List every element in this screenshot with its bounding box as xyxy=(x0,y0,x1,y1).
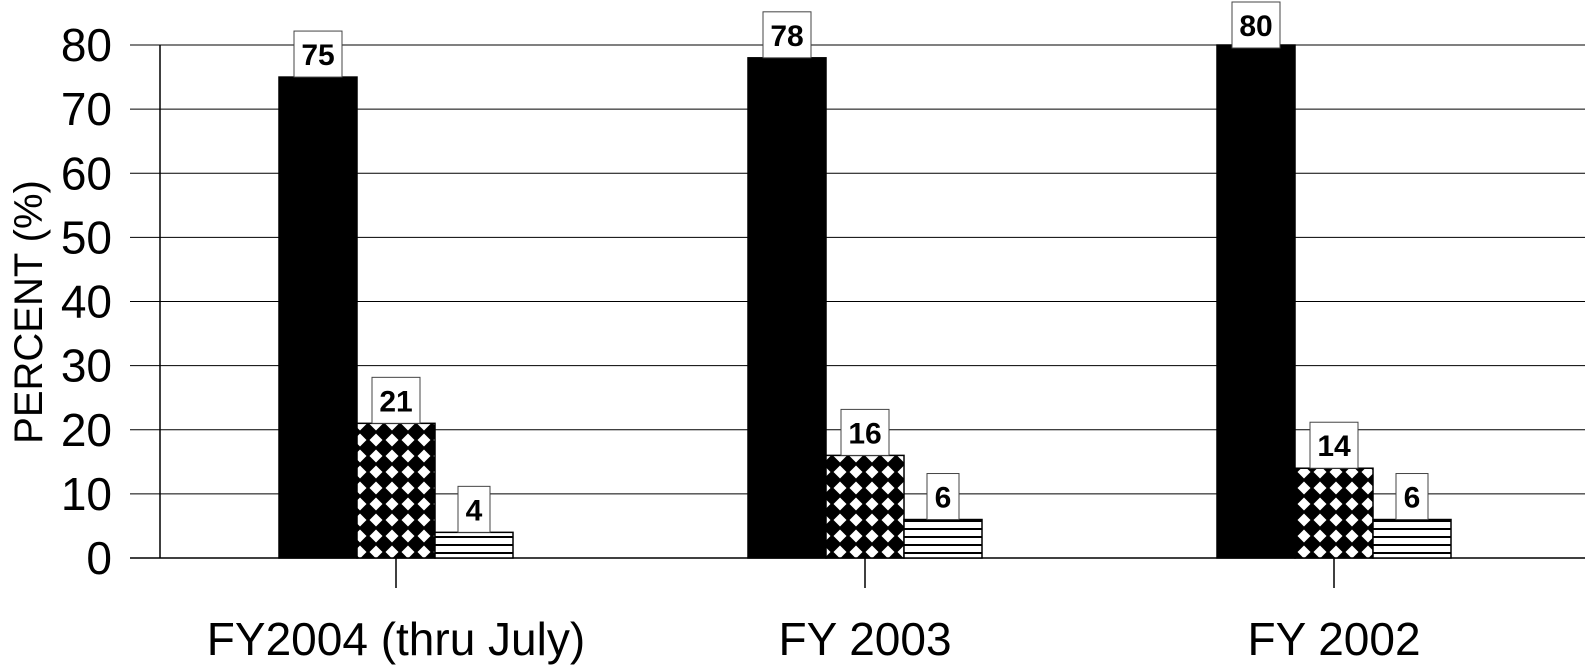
bar xyxy=(825,454,905,559)
y-tick-label: 30 xyxy=(61,340,112,392)
bar xyxy=(434,531,514,559)
data-label-box xyxy=(1395,473,1429,521)
data-label: 4 xyxy=(466,494,483,527)
y-axis-title: PERCENT (%) xyxy=(7,180,51,444)
data-label-box xyxy=(762,11,812,59)
bars xyxy=(278,44,1452,559)
bar xyxy=(747,57,827,559)
data-label: 6 xyxy=(1404,482,1421,515)
data-label: 75 xyxy=(301,39,334,72)
y-tick-label: 0 xyxy=(86,532,112,584)
data-label: 21 xyxy=(379,385,412,418)
data-label-box xyxy=(293,30,343,78)
bar xyxy=(1372,518,1452,559)
bar xyxy=(356,422,436,559)
data-labels: 75 78 80 21 16 14 4 6 6 xyxy=(293,1,1429,533)
y-tick-label: 20 xyxy=(61,404,112,456)
x-category-label: FY2004 (thru July) xyxy=(207,613,585,665)
bar xyxy=(278,76,358,559)
y-tick-label: 10 xyxy=(61,468,112,520)
data-label-box xyxy=(840,408,890,456)
y-tick-label: 50 xyxy=(61,211,112,263)
data-label: 16 xyxy=(848,417,881,450)
data-label: 6 xyxy=(935,482,952,515)
y-tick-label: 40 xyxy=(61,276,112,328)
y-tick-label: 70 xyxy=(61,83,112,135)
x-category-label: FY 2002 xyxy=(1247,613,1420,665)
bar xyxy=(1216,44,1296,559)
data-label: 80 xyxy=(1239,10,1272,43)
data-label: 78 xyxy=(770,20,803,53)
bar xyxy=(903,518,983,559)
x-category-label: FY 2003 xyxy=(778,613,951,665)
bar xyxy=(1294,467,1374,559)
data-label-box xyxy=(926,473,960,521)
data-label-box xyxy=(457,485,491,533)
data-label-box xyxy=(371,376,421,424)
data-label-box xyxy=(1231,1,1281,49)
y-tick-label: 60 xyxy=(61,147,112,199)
data-label: 14 xyxy=(1317,430,1351,463)
data-label-box xyxy=(1309,421,1359,469)
y-tick-label: 80 xyxy=(61,19,112,71)
